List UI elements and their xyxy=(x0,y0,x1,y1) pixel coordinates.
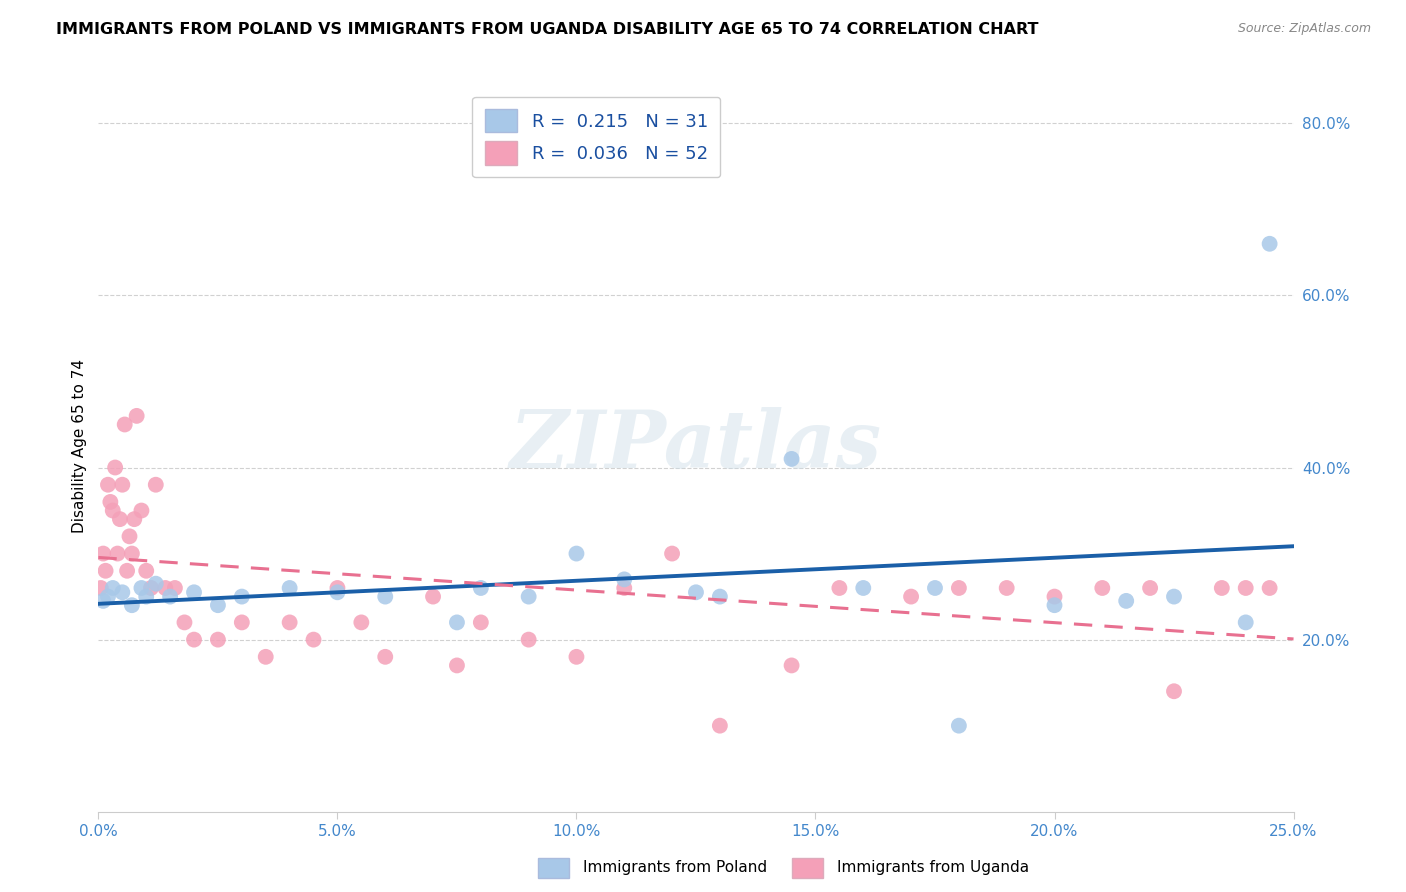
Point xyxy=(183,632,205,647)
Point xyxy=(565,649,588,664)
Point xyxy=(98,495,122,509)
Point xyxy=(374,590,396,604)
Point xyxy=(613,581,636,595)
Point xyxy=(780,451,803,466)
Text: IMMIGRANTS FROM POLAND VS IMMIGRANTS FROM UGANDA DISABILITY AGE 65 TO 74 CORRELA: IMMIGRANTS FROM POLAND VS IMMIGRANTS FRO… xyxy=(56,22,1039,37)
Point xyxy=(948,581,970,595)
Point xyxy=(91,594,114,608)
Point xyxy=(470,615,492,630)
Point xyxy=(94,564,117,578)
Point xyxy=(1043,598,1066,612)
Point xyxy=(131,581,153,595)
Point xyxy=(948,719,970,733)
Text: ZIPatlas: ZIPatlas xyxy=(510,408,882,484)
Point xyxy=(254,649,277,664)
Point xyxy=(446,615,468,630)
Point xyxy=(374,649,396,664)
Point xyxy=(111,585,134,599)
Point xyxy=(422,590,444,604)
Point xyxy=(121,598,143,612)
Point xyxy=(1234,581,1257,595)
Point xyxy=(1258,581,1281,595)
Point xyxy=(350,615,373,630)
Point xyxy=(173,615,195,630)
Point xyxy=(517,632,540,647)
Point xyxy=(131,503,153,517)
Point xyxy=(780,658,803,673)
Point xyxy=(135,564,157,578)
Point xyxy=(565,547,588,561)
Point xyxy=(155,581,177,595)
Point xyxy=(326,581,349,595)
Point xyxy=(101,581,124,595)
Point xyxy=(613,573,636,587)
Point xyxy=(207,598,229,612)
Point xyxy=(121,547,143,561)
Point xyxy=(1258,236,1281,251)
Point xyxy=(139,581,162,595)
Point xyxy=(90,581,112,595)
Point xyxy=(326,585,349,599)
Point xyxy=(1139,581,1161,595)
Text: Immigrants from Poland: Immigrants from Poland xyxy=(583,860,768,874)
Y-axis label: Disability Age 65 to 74: Disability Age 65 to 74 xyxy=(72,359,87,533)
Point xyxy=(231,615,253,630)
Point xyxy=(1163,684,1185,698)
Point xyxy=(107,547,129,561)
Point xyxy=(163,581,186,595)
Point xyxy=(145,576,167,591)
Point xyxy=(207,632,229,647)
Point xyxy=(852,581,875,595)
Point xyxy=(709,719,731,733)
Text: Source: ZipAtlas.com: Source: ZipAtlas.com xyxy=(1237,22,1371,36)
Point xyxy=(183,585,205,599)
Point xyxy=(995,581,1018,595)
Point xyxy=(661,547,683,561)
Point xyxy=(135,590,157,604)
Point xyxy=(111,477,134,491)
Point xyxy=(124,512,146,526)
Point xyxy=(924,581,946,595)
Point xyxy=(125,409,148,423)
Point xyxy=(91,547,114,561)
Point xyxy=(1163,590,1185,604)
Point xyxy=(1043,590,1066,604)
Point xyxy=(1091,581,1114,595)
Point xyxy=(101,503,124,517)
Point xyxy=(231,590,253,604)
Point xyxy=(1234,615,1257,630)
Point xyxy=(159,590,181,604)
Point xyxy=(1211,581,1233,595)
Point xyxy=(446,658,468,673)
Point xyxy=(97,477,120,491)
Legend: R =  0.215   N = 31, R =  0.036   N = 52: R = 0.215 N = 31, R = 0.036 N = 52 xyxy=(472,96,720,178)
Point xyxy=(900,590,922,604)
Point xyxy=(709,590,731,604)
Point xyxy=(115,564,138,578)
Point xyxy=(828,581,851,595)
Point xyxy=(278,615,301,630)
Point xyxy=(104,460,127,475)
Point xyxy=(685,585,707,599)
Point xyxy=(302,632,325,647)
Point xyxy=(517,590,540,604)
Point xyxy=(114,417,136,432)
Point xyxy=(108,512,131,526)
Point xyxy=(1115,594,1137,608)
Point xyxy=(97,590,120,604)
Point xyxy=(118,529,141,543)
Text: Immigrants from Uganda: Immigrants from Uganda xyxy=(837,860,1029,874)
Point xyxy=(278,581,301,595)
Point xyxy=(470,581,492,595)
Point xyxy=(145,477,167,491)
